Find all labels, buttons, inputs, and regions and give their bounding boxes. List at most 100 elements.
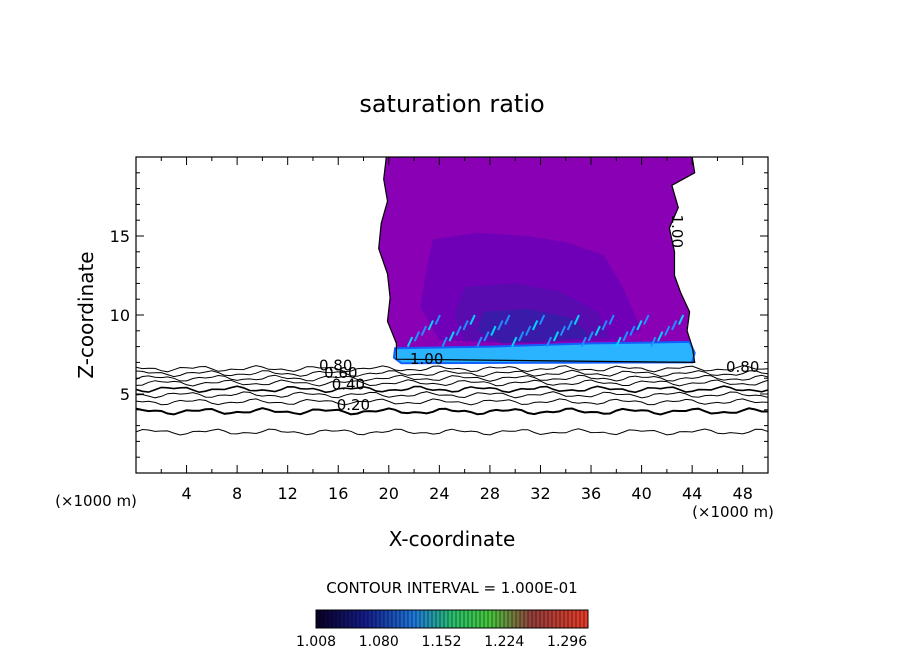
colorbar-cell [556, 610, 561, 628]
colorbar-cell [448, 610, 453, 628]
colorbar-cell [372, 610, 377, 628]
colorbar-cell [384, 610, 389, 628]
colorbar-cell [320, 610, 325, 628]
cloud-streak [650, 336, 657, 348]
colorbar-cell [444, 610, 449, 628]
colorbar-cell [532, 610, 537, 628]
colorbar-cell [528, 610, 533, 628]
cloud-streak [434, 314, 441, 325]
x-tick-label: 8 [232, 484, 242, 503]
colorbar-cell [496, 610, 501, 628]
colorbar-cell [492, 610, 497, 628]
colorbar-cell [432, 610, 437, 628]
contour-label: 0.60 [324, 364, 357, 382]
cloud-streak [657, 331, 664, 342]
colorbar-cell [392, 610, 397, 628]
colorbar-cell [488, 610, 493, 628]
colorbar-cell [348, 610, 353, 628]
colorbar-cell [396, 610, 401, 628]
x-unit-right: (×1000 m) [692, 503, 774, 521]
colorbar-cell [388, 610, 393, 628]
y-axis-label: Z-coordinate [74, 251, 98, 378]
cloud-streak [497, 320, 504, 331]
colorbar-tick-label: 1.152 [421, 634, 461, 650]
colorbar-cell [428, 610, 433, 628]
cloud-streak [552, 331, 560, 342]
contour-line [136, 391, 768, 399]
colorbar-cell [344, 610, 349, 628]
contour-line [136, 379, 768, 387]
cloud-streak [531, 320, 539, 331]
colorbar-cell [352, 610, 357, 628]
contour-line [136, 385, 768, 394]
colorbar-cell [468, 610, 473, 628]
x-tick-label: 24 [429, 484, 449, 503]
colorbar-cell [564, 610, 569, 628]
colorbar-cell [504, 610, 509, 628]
contour-line [136, 365, 768, 373]
contour-lines [136, 157, 768, 436]
contour-line [136, 398, 768, 406]
cloud-streak [455, 325, 462, 336]
cloud-streak [504, 314, 511, 325]
colorbar-cell [516, 610, 521, 628]
colorbar-cell [568, 610, 573, 628]
colorbar-cell [584, 610, 589, 628]
cloud-streak [490, 325, 497, 336]
y-tick-label: 5 [120, 385, 130, 404]
cloud-streak [615, 336, 622, 348]
colorbar-cell [316, 610, 321, 628]
cloud-streak [420, 325, 428, 336]
x-tick-label: 4 [181, 484, 191, 503]
colorbar-tick-labels: 1.008 1.080 1.152 1.224 1.296 [296, 634, 587, 650]
colorbar-cell [380, 610, 385, 628]
cloud-streak [483, 331, 490, 342]
colorbar-cell [472, 610, 477, 628]
colorbar-cell [580, 610, 585, 628]
x-tick-label: 36 [581, 484, 601, 503]
cloud-streak [524, 325, 532, 336]
cloud-streak [413, 331, 421, 342]
contour-line [136, 428, 768, 436]
colorbar-cell [544, 610, 549, 628]
contour-line [136, 407, 768, 416]
cloud-streak [677, 314, 685, 325]
colorbar-cell [404, 610, 409, 628]
colorbar-cell [376, 610, 381, 628]
colorbar-cell [460, 610, 465, 628]
colorbar-cell [324, 610, 329, 628]
colorbar-cell [560, 610, 565, 628]
cloud-streak [629, 325, 636, 336]
cloud-streak [670, 320, 678, 331]
colorbar: 1.008 1.080 1.152 1.224 1.296 [296, 609, 589, 650]
colorbar-cell [456, 610, 461, 628]
x-tick-label: 12 [278, 484, 298, 503]
colorbar-cell [356, 610, 361, 628]
cloud-streak [427, 320, 434, 331]
cloud-streak [538, 314, 546, 325]
cloud-streak [406, 336, 414, 348]
cloud-streak [608, 314, 615, 325]
colorbar-frame [315, 609, 589, 629]
contour-line-1-00 [378, 157, 696, 364]
contour-interval-label: CONTOUR INTERVAL = 1.000E-01 [326, 579, 577, 597]
colorbar-cell [484, 610, 489, 628]
x-tick-label: 48 [733, 484, 753, 503]
cloud-streak [594, 325, 601, 336]
colorbar-cell [540, 610, 545, 628]
colorbar-cell [508, 610, 513, 628]
x-tick-label: 20 [379, 484, 399, 503]
colorbar-cell [452, 610, 457, 628]
colorbar-cell [480, 610, 485, 628]
cloud-streak [476, 336, 483, 348]
saturation-shading [378, 157, 696, 365]
colorbar-cell [360, 610, 365, 628]
x-axis-ticks: 4 8 12 16 20 24 28 32 36 40 44 48 [160, 157, 753, 503]
cloud-streak [643, 314, 650, 325]
colorbar-cell [552, 610, 557, 628]
contour-label: 0.20 [337, 396, 370, 414]
cloud-streak [573, 314, 580, 325]
colorbar-cell [512, 610, 517, 628]
cloud-streak [448, 331, 455, 342]
colorbar-cell [408, 610, 413, 628]
